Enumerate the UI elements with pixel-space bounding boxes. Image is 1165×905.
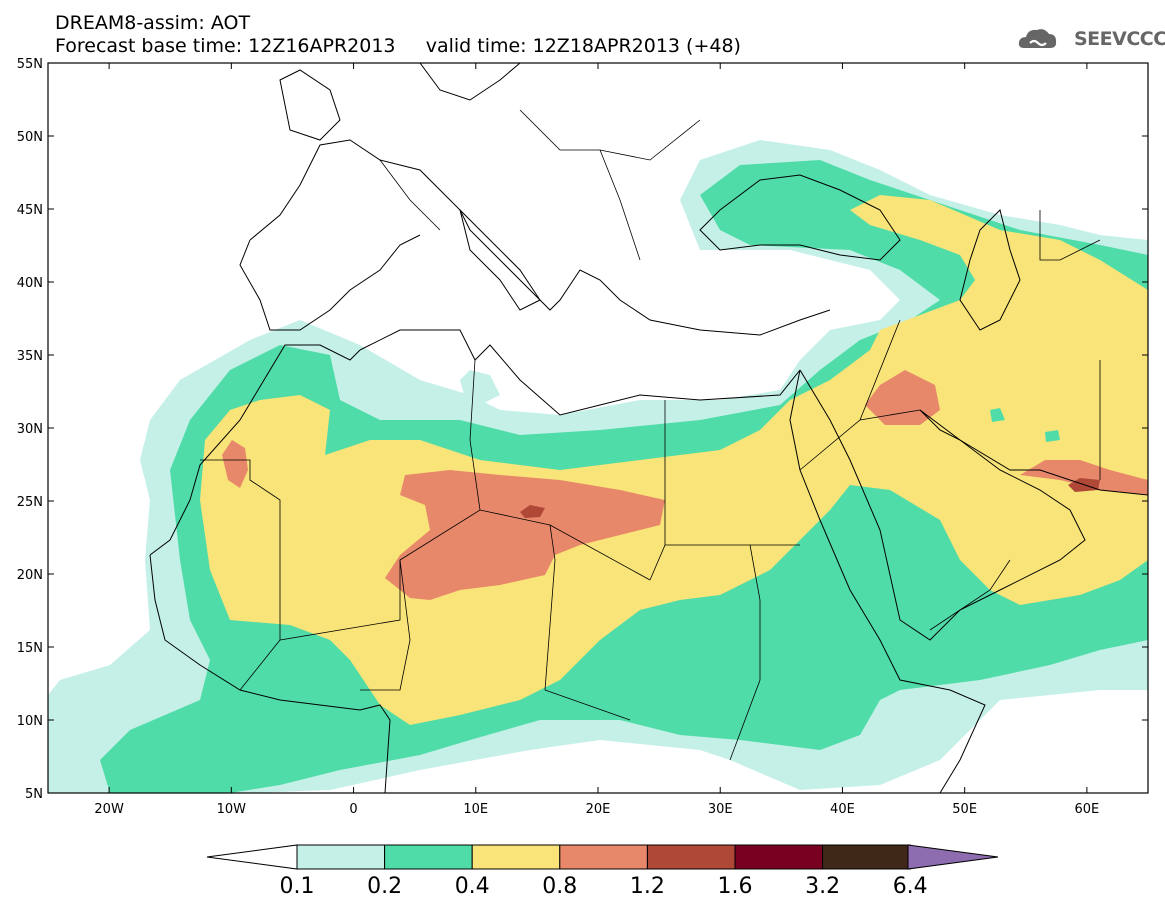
colorbar-label: 3.2 — [805, 874, 840, 899]
axis-ticks — [48, 62, 1148, 794]
lat-tick-label: 30N — [17, 422, 43, 437]
coastline-europe — [249, 139, 831, 336]
lon-tick-label: 20W — [94, 802, 124, 817]
longitude-labels: 20W 10W 0 10E 20E 30E 40E 50E 60E — [94, 802, 1099, 817]
colorbar-label: 1.2 — [630, 874, 665, 899]
logo-text: SEEVCCC — [1074, 28, 1165, 50]
lon-tick-label: 0 — [349, 802, 357, 817]
lat-tick-label: 40N — [17, 276, 43, 291]
colorbar-segment — [646, 844, 736, 870]
coastline-caspian — [959, 209, 1021, 331]
colorbar-high-arrow — [907, 844, 999, 870]
lat-tick-label: 45N — [17, 203, 43, 218]
lat-tick-label: 25N — [17, 495, 43, 510]
colorbar-segment — [384, 844, 473, 870]
aot-band-0.8 — [385, 470, 665, 600]
lat-tick-label: 20N — [17, 568, 43, 583]
lon-tick-label: 20E — [586, 802, 611, 817]
coastline-scandinavia — [419, 63, 521, 101]
coastline-arabia — [799, 369, 1086, 641]
lon-tick-label: 60E — [1075, 802, 1100, 817]
coastline-red-sea — [789, 369, 986, 793]
cloud-logo-icon — [1018, 29, 1057, 48]
colorbar-segment — [559, 844, 648, 870]
colorbar-label: 0.8 — [542, 874, 577, 899]
lon-tick-label: 10E — [463, 802, 488, 817]
lon-tick-label: 50E — [952, 802, 977, 817]
colorbar-segment — [296, 844, 386, 870]
aot-patch-0.8-morocco — [222, 440, 248, 488]
colorbar-low-arrow — [206, 844, 298, 870]
lat-tick-label: 55N — [17, 57, 43, 72]
colorbar-segment — [822, 844, 911, 870]
coastline-italy — [459, 208, 541, 311]
lat-tick-label: 35N — [17, 349, 43, 364]
colorbar-label: 0.4 — [455, 874, 490, 899]
coastline-africa-north — [359, 329, 801, 416]
aot-patch-1.2-chad — [520, 505, 545, 518]
lat-tick-label: 50N — [17, 130, 43, 145]
colorbar-label: 6.4 — [893, 874, 928, 899]
colorbar — [206, 844, 999, 870]
coastline-africa-west — [149, 344, 361, 556]
coastline-iran — [919, 409, 1148, 496]
colorbar-segment — [734, 844, 824, 870]
coastline-uk — [279, 69, 341, 141]
chart-title: DREAM8-assim: AOT — [55, 12, 251, 34]
coastline-black-sea — [699, 174, 901, 261]
country-borders — [200, 109, 1101, 761]
lat-tick-label: 5N — [25, 787, 43, 802]
lon-tick-label: 40E — [830, 802, 855, 817]
coastlines — [149, 63, 1148, 793]
latitude-labels: 55N 50N 45N 40N 35N 30N 25N 20N 15N 10N 5N — [17, 57, 43, 802]
colorbar-label: 0.2 — [367, 874, 402, 899]
lat-tick-label: 15N — [17, 641, 43, 656]
coastline-iberia — [239, 234, 421, 331]
colorbar-label: 0.1 — [280, 874, 315, 899]
forecast-times: Forecast base time: 12Z16APR2013 valid t… — [55, 35, 741, 57]
aot-contour-fields — [48, 140, 1148, 793]
lon-tick-label: 10W — [217, 802, 247, 817]
colorbar-label: 1.6 — [718, 874, 753, 899]
lon-tick-label: 30E — [708, 802, 733, 817]
colorbar-segment — [471, 844, 561, 870]
lat-tick-label: 10N — [17, 714, 43, 729]
colorbar-labels: 0.1 0.2 0.4 0.8 1.2 1.6 3.2 6.4 — [280, 874, 928, 899]
coastline-africa-gulf — [149, 554, 391, 793]
aot-patch-0.8-iran — [1020, 460, 1148, 495]
